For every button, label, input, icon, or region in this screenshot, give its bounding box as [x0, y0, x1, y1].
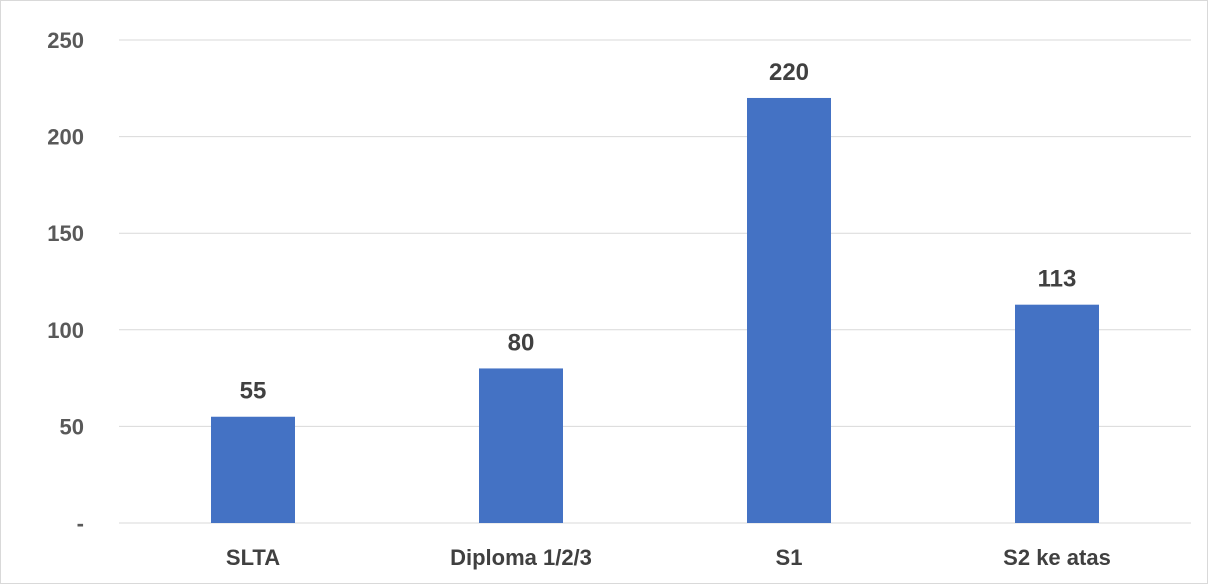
x-category-label: SLTA	[226, 545, 280, 570]
x-category-label: Diploma 1/2/3	[450, 545, 592, 570]
bar	[747, 97, 831, 524]
y-tick-label: 50	[60, 414, 84, 439]
data-label: 220	[769, 59, 809, 86]
x-category-label: S2 ke atas	[1003, 545, 1111, 570]
bars	[211, 97, 1099, 524]
y-axis-ticks: - 50 100 150 200 250	[47, 28, 84, 536]
data-labels: 55 80 220 113	[240, 59, 1077, 405]
data-label: 113	[1038, 266, 1077, 293]
x-axis-categories: SLTA Diploma 1/2/3 S1 S2 ke atas	[226, 545, 1111, 570]
bar	[479, 368, 563, 523]
y-tick-label: 250	[47, 28, 84, 53]
y-tick-label: 150	[47, 221, 84, 246]
data-label: 80	[508, 329, 535, 356]
bar	[211, 416, 295, 523]
y-tick-label: -	[77, 511, 84, 536]
data-label: 55	[240, 378, 267, 405]
bar	[1015, 304, 1099, 523]
x-category-label: S1	[776, 545, 803, 570]
y-tick-label: 200	[47, 125, 84, 150]
gridlines	[119, 39, 1191, 524]
y-tick-label: 100	[47, 318, 84, 343]
